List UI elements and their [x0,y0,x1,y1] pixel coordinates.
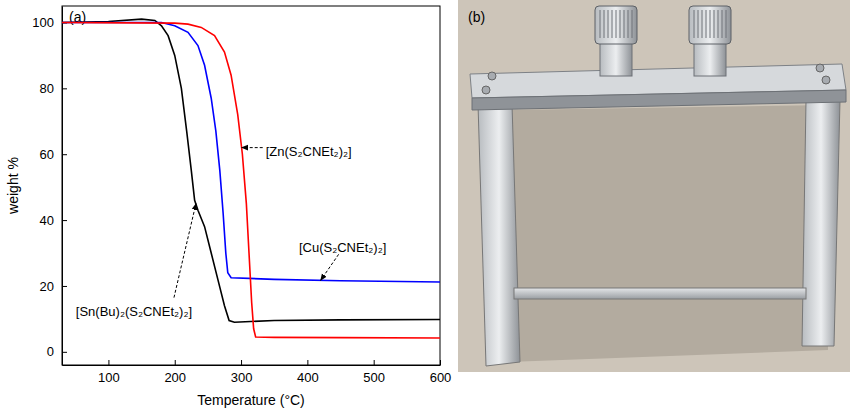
applicator-plate-edge [472,90,846,110]
knurl [620,10,621,38]
annotation-arrow [242,147,263,148]
knurl [718,10,719,38]
y-axis-title: weight % [5,157,21,215]
x-axis-title: Temperature (°C) [197,392,305,408]
y-tick: 60 [40,147,67,162]
x-tick: 100 [98,360,120,385]
knurl [608,10,609,38]
photo-background [458,0,850,372]
micrometer-knob [595,6,637,44]
photo-shadow [500,105,830,362]
applicator-screw [816,64,824,72]
annotation-label: [Cu(S₂CNEt₂)₂] [299,240,386,255]
micrometer-barrel [600,42,632,76]
y-tick-label: 20 [40,279,54,294]
knurl [612,10,613,38]
knurl [600,10,601,38]
photo: (b) [458,0,850,372]
knurl [616,10,617,38]
knurl [710,10,711,38]
knurl [632,10,633,38]
micrometer-knob [689,6,731,44]
annotation-arrow [321,254,339,280]
annotation-arrow [174,204,196,298]
plot-lines [62,19,440,338]
annotations: [Sn(Bu)₂(S₂CNEt₂)₂] [Cu(S₂CNEt₂)₂] [Zn(S₂C… [76,144,386,319]
y-tick-mark [62,286,67,287]
knurl [722,10,723,38]
y-axis: 0 20 40 60 80 100 [32,7,67,366]
y-tick-label: 100 [32,15,54,30]
y-tick: 40 [40,213,67,228]
knurl [628,10,629,38]
series-line [62,22,440,338]
knurl [694,10,695,38]
x-axis-line [63,365,441,366]
x-tick-label: 600 [430,370,452,385]
y-tick-mark [62,352,67,353]
x-tick-mark [175,360,176,365]
x-tick-label: 200 [164,370,186,385]
y-tick-label: 40 [40,213,54,228]
plot-frame [62,6,440,365]
x-tick-mark [374,360,375,365]
annotation-label: [Sn(Bu)₂(S₂CNEt₂)₂] [76,304,192,319]
applicator-screw [822,76,830,84]
x-tick-mark [241,360,242,365]
applicator-screw [482,86,490,94]
x-tick-mark [108,360,109,365]
applicator-rod [514,288,806,299]
micrometer-barrel [694,42,726,76]
figure: 100 200 300 400 500 600 0 20 40 60 80 100 Temperatur… [0,0,854,417]
x-tick: 400 [297,360,319,385]
x-tick: 200 [164,360,186,385]
y-tick: 80 [40,81,67,96]
x-tick-mark [440,360,441,365]
x-tick-label: 500 [363,370,385,385]
x-tick: 600 [430,360,452,385]
y-tick: 20 [40,279,67,294]
series-line [62,22,440,282]
knurl [726,10,727,38]
y-tick: 0 [47,344,67,359]
annotation-label: [Zn(S₂CNEt₂)₂] [266,144,352,159]
knurl [624,10,625,38]
y-tick-mark [62,154,67,155]
x-tick-label: 300 [231,370,253,385]
x-tick-label: 400 [297,370,319,385]
knurl [714,10,715,38]
panel-label: (b) [468,9,485,25]
y-tick-label: 0 [47,344,54,359]
y-tick-mark [62,220,67,221]
x-tick-label: 100 [98,370,120,385]
applicator-side [478,104,520,366]
knurl [706,10,707,38]
applicator-side [802,100,840,346]
y-tick-label: 60 [40,147,54,162]
y-tick-label: 80 [40,81,54,96]
x-tick-mark [307,360,308,365]
y-tick-mark [62,88,67,89]
y-axis-line [62,7,63,366]
x-axis: 100 200 300 400 500 600 [63,360,452,385]
y-tick: 100 [32,15,67,30]
applicator-screw [488,72,496,80]
knurl [604,10,605,38]
x-tick: 500 [363,360,385,385]
knurl [698,10,699,38]
knurl [702,10,703,38]
x-tick: 300 [231,360,253,385]
